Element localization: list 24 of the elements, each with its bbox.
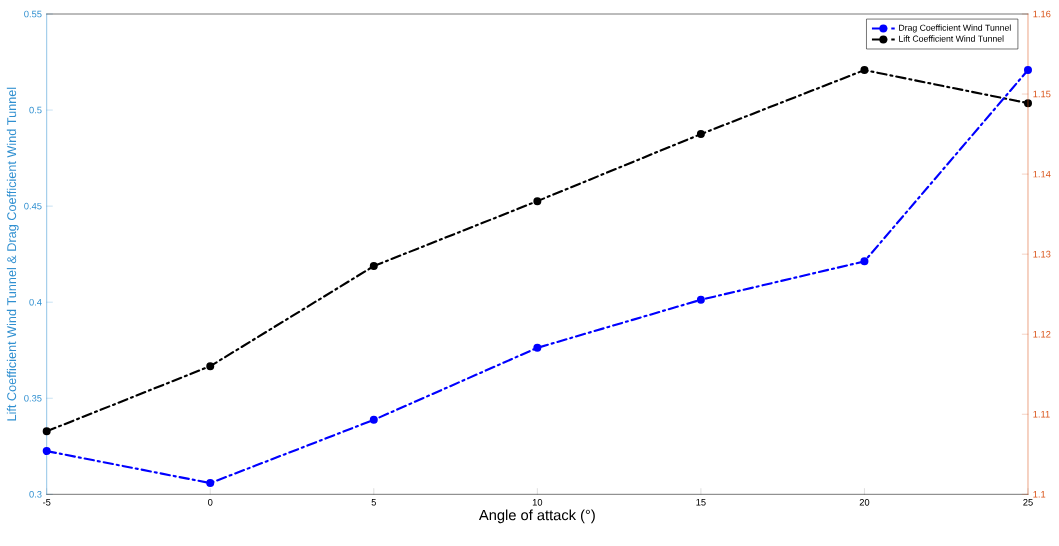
y-axis-title: Lift Coefficient Wind Tunnel & Drag Coefficient Wind Tunnel [6, 87, 19, 421]
y2-tick-label: 1.1 [1033, 490, 1046, 498]
y-tick-label: 0.3 [29, 490, 42, 498]
y-tick-label: 0.35 [24, 394, 42, 402]
y2-tick-label: 1.14 [1033, 170, 1051, 178]
y2-tick-label: 1.15 [1033, 90, 1051, 98]
y-tick-label: 0.4 [29, 298, 42, 306]
y2-tick-label: 1.11 [1033, 410, 1050, 418]
x-tick-label: 20 [859, 498, 870, 506]
x-tick-label: 5 [371, 498, 376, 506]
x-axis-title: Angle of attack (°) [478, 509, 595, 523]
y-tick-label: 0.55 [24, 10, 42, 18]
x-tick-label: 10 [532, 498, 543, 506]
y-tick-label: 0.45 [24, 202, 42, 210]
x-tick-label: 15 [696, 498, 706, 506]
x-tick-label: 0 [208, 498, 213, 506]
x-tick-label: -5 [42, 498, 51, 506]
y2-tick-label: 1.13 [1033, 250, 1051, 258]
y-tick-label: 0.5 [29, 106, 42, 114]
legend-label: Drag Coefficient Wind Tunnel [899, 24, 1011, 33]
legend-label: Lift Coefficient Wind Tunnel [899, 35, 1004, 42]
y2-tick-label: 1.16 [1033, 10, 1051, 18]
x-tick-label: 25 [1023, 498, 1033, 506]
y2-tick-label: 1.12 [1033, 330, 1051, 338]
